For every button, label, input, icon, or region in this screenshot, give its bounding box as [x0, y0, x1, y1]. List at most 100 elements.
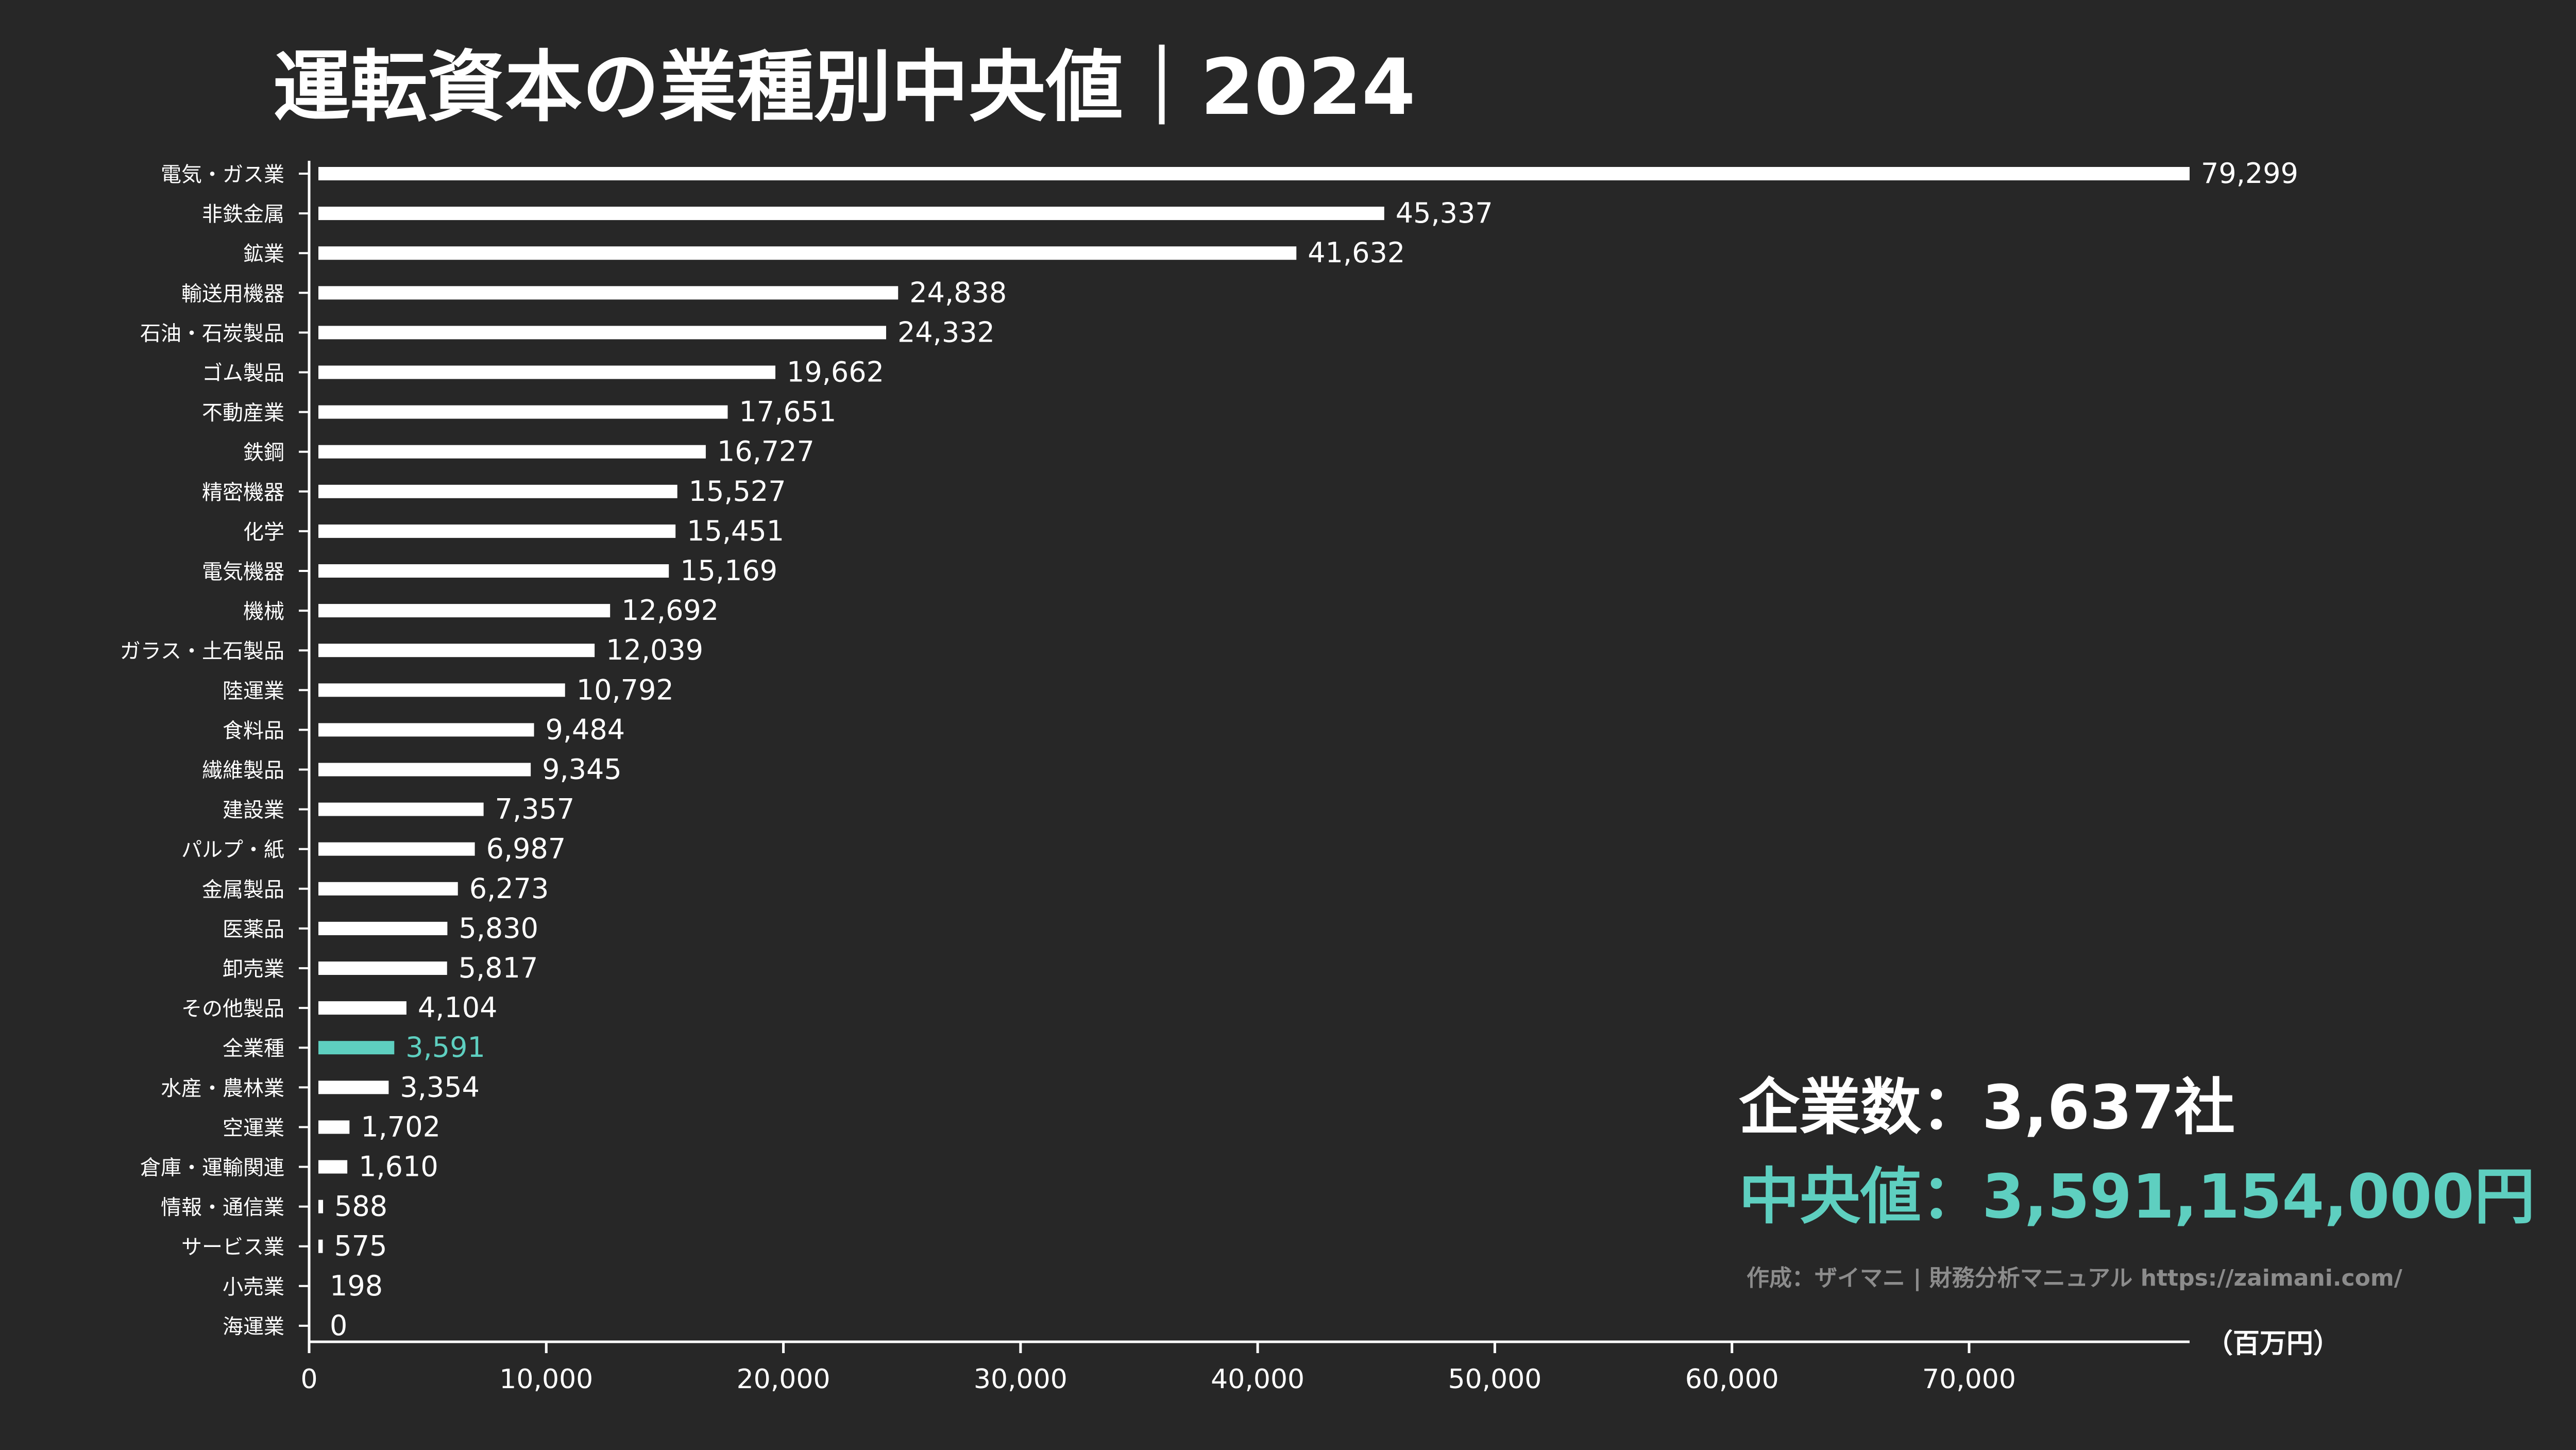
bar	[318, 246, 1297, 260]
value-label: 9,484	[546, 713, 625, 746]
value-label: 15,527	[689, 475, 786, 508]
x-tick-label: 40,000	[1211, 1364, 1304, 1395]
value-label: 6,273	[469, 872, 549, 905]
value-label: 575	[334, 1230, 387, 1262]
unit-label: （百万円）	[2206, 1328, 2341, 1359]
bar-highlight	[318, 1041, 395, 1055]
bar	[318, 1200, 324, 1213]
category-label: 電気機器	[202, 560, 284, 584]
bar	[318, 484, 677, 498]
category-label: 陸運業	[223, 679, 284, 703]
category-label: 海運業	[223, 1315, 284, 1339]
category-label: 精密機器	[202, 481, 284, 504]
bar	[318, 564, 669, 578]
value-label: 5,830	[459, 912, 538, 945]
x-tick-label: 60,000	[1685, 1364, 1779, 1395]
bar	[318, 644, 595, 657]
category-label: 非鉄金属	[202, 203, 284, 226]
category-label: 食料品	[223, 719, 284, 743]
category-label: 水産・農林業	[161, 1076, 284, 1100]
category-label: ガラス・土石製品	[120, 639, 284, 663]
category-label: 電気・ガス業	[161, 163, 284, 187]
category-label: 全業種	[223, 1037, 284, 1060]
bar	[318, 763, 531, 777]
bar	[318, 1239, 323, 1253]
bar	[318, 921, 448, 935]
category-label: 卸売業	[223, 957, 284, 981]
category-label: パルプ・紙	[181, 838, 284, 862]
bar	[318, 1160, 348, 1174]
x-tick-label: 20,000	[737, 1364, 831, 1395]
bar	[318, 207, 1384, 221]
value-label: 7,357	[495, 793, 575, 825]
value-label: 1,702	[361, 1110, 440, 1143]
category-label: 建設業	[223, 799, 284, 822]
bar	[318, 286, 899, 300]
bar	[318, 1081, 389, 1094]
value-label: 19,662	[787, 356, 884, 389]
category-label: 医薬品	[223, 918, 284, 941]
category-label: その他製品	[181, 997, 284, 1021]
x-tick-label: 30,000	[974, 1364, 1067, 1395]
value-label: 17,651	[739, 396, 836, 428]
category-label: 倉庫・運輸関連	[140, 1156, 284, 1180]
bar	[318, 326, 886, 340]
value-label: 4,104	[418, 991, 498, 1024]
company-count: 企業数：3,637社	[1739, 1072, 2235, 1143]
bar	[318, 1120, 350, 1134]
bar	[318, 405, 728, 419]
value-label: 198	[330, 1270, 383, 1302]
value-label: 12,692	[621, 594, 719, 627]
value-label: 12,039	[606, 634, 703, 666]
category-label: 空運業	[223, 1116, 284, 1140]
x-tick-label: 10,000	[499, 1364, 593, 1395]
bar	[318, 365, 776, 379]
bar	[318, 445, 706, 459]
value-label: 3,354	[400, 1071, 480, 1103]
median-value: 中央値：3,591,154,000円	[1739, 1161, 2535, 1232]
category-label: 金属製品	[202, 878, 284, 902]
value-label: 5,817	[459, 952, 538, 984]
chart-title: 運転資本の業種別中央値｜2024	[273, 43, 1416, 132]
value-label: 79,299	[2201, 157, 2298, 190]
credit-text: 作成：ザイマニ | 財務分析マニュアル https://zaimani.com/	[1747, 1265, 2402, 1291]
category-label: 小売業	[223, 1275, 284, 1299]
category-label: 輸送用機器	[181, 282, 284, 306]
stats-panel: 企業数：3,637社 中央値：3,591,154,000円	[1739, 1077, 2535, 1227]
value-label: 10,792	[577, 673, 674, 706]
category-label: 機械	[243, 600, 284, 623]
bar	[318, 524, 676, 538]
bar	[318, 683, 565, 697]
bar	[318, 842, 475, 856]
bar	[318, 723, 534, 737]
category-label: 情報・通信業	[161, 1196, 284, 1220]
value-label: 24,838	[909, 276, 1007, 309]
bar	[318, 962, 447, 975]
category-label: 化学	[243, 520, 284, 544]
category-label: 鉄鋼	[243, 441, 284, 465]
value-label: 9,345	[542, 753, 622, 786]
bar	[318, 882, 458, 896]
category-label: 鉱業	[243, 242, 284, 266]
category-label: 石油・石炭製品	[140, 322, 284, 345]
value-label: 0	[330, 1309, 347, 1342]
category-label: ゴム製品	[202, 362, 284, 385]
value-label: 24,332	[897, 316, 995, 348]
value-label: 6,987	[486, 833, 566, 865]
value-label: 41,632	[1308, 237, 1405, 269]
value-label: 15,451	[687, 515, 784, 547]
bar	[318, 802, 484, 816]
value-label: 45,337	[1396, 197, 1493, 229]
value-label: 15,169	[680, 554, 777, 587]
value-label: 3,591	[405, 1031, 485, 1064]
value-label: 1,610	[359, 1151, 438, 1183]
bar	[318, 604, 611, 618]
category-label: 繊維製品	[202, 759, 284, 783]
x-tick-label: 0	[300, 1364, 317, 1395]
category-label: 不動産業	[202, 401, 284, 425]
x-tick-label: 50,000	[1448, 1364, 1541, 1395]
bar	[318, 1001, 406, 1015]
x-tick-label: 70,000	[1922, 1364, 2016, 1395]
value-label: 16,727	[717, 435, 815, 468]
